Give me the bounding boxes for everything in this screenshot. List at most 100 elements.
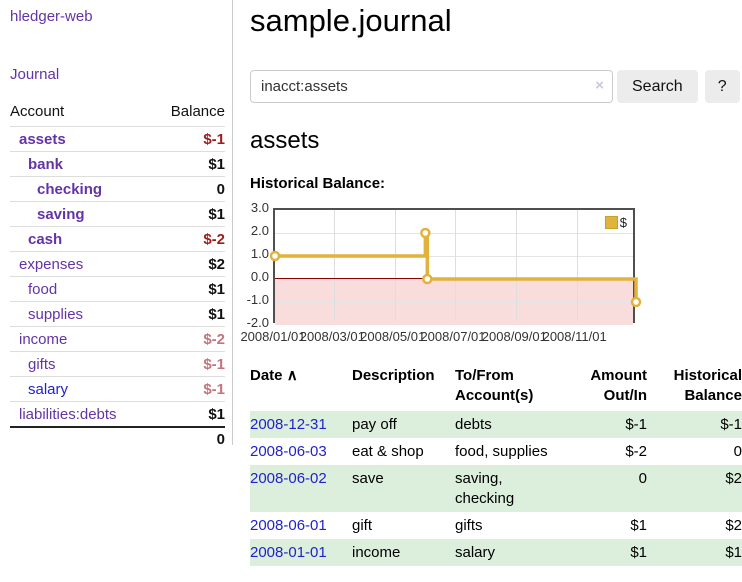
account-balance: $-2	[203, 230, 225, 248]
x-tick-label: 2008/07/01	[420, 329, 486, 344]
help-button[interactable]: ?	[704, 70, 740, 103]
column-header-description: Description	[352, 367, 435, 384]
transaction-row: 2008-06-01 gift gifts $1 $2	[250, 512, 742, 539]
account-balance: $-1	[203, 355, 225, 373]
sidebar-item-journal[interactable]: Journal	[10, 66, 60, 83]
account-row-supplies: supplies $1	[10, 301, 225, 326]
account-link-checking[interactable]: checking	[37, 180, 103, 198]
sidebar: hledger-web Journal Account Balance asse…	[0, 0, 233, 448]
transaction-description: save	[352, 470, 384, 487]
account-row-salary: salary $-1	[10, 376, 225, 401]
account-balance: $1	[208, 405, 225, 423]
transaction-amount: $-1	[625, 416, 647, 433]
transaction-amount: $-2	[625, 443, 647, 460]
search-button[interactable]: Search	[617, 70, 698, 103]
transaction-accounts: food, supplies	[455, 443, 548, 460]
account-link-saving[interactable]: saving	[37, 205, 85, 223]
y-tick-label: 3.0	[250, 200, 269, 215]
search-input[interactable]	[250, 70, 613, 103]
x-tick-label: 2008/11/01	[542, 329, 607, 344]
transaction-accounts: debts	[455, 416, 492, 433]
sort-asc-icon: ∧	[286, 367, 298, 384]
transaction-amount: $1	[630, 544, 647, 561]
account-balance: $-2	[203, 330, 225, 348]
transaction-description: income	[352, 544, 401, 561]
historical-balance-chart: $ 3.0 2.0 1.0 0.0 -1.0 -2.0 2008/01/01 2008/03/…	[240, 200, 742, 352]
account-row-income: income $-2	[10, 326, 225, 351]
transaction-description: pay off	[352, 416, 397, 433]
account-row-food: food $1	[10, 276, 225, 301]
clear-search-icon[interactable]: ×	[595, 77, 604, 94]
transaction-amount: 0	[638, 470, 647, 487]
data-point-marker	[420, 227, 431, 239]
search-input-wrapper: ×	[250, 70, 613, 103]
transaction-accounts: saving, checking	[455, 470, 515, 507]
data-point-marker	[630, 296, 642, 308]
account-balance: $2	[208, 255, 225, 273]
brand-link[interactable]: hledger-web	[10, 8, 93, 25]
transaction-description: gift	[352, 517, 373, 534]
v-gridline	[576, 210, 578, 321]
transactions-table: Date ∧ Description To/From Account(s) Am…	[250, 363, 742, 566]
account-balance: $1	[208, 305, 225, 323]
accounts-header: Account Balance	[10, 100, 225, 126]
account-row-saving: saving $1	[10, 201, 225, 226]
account-row-bank: bank $1	[10, 151, 225, 176]
account-row-assets: assets $-1	[10, 126, 225, 151]
data-point-marker	[422, 273, 433, 285]
main-content: sample.journal × Search ? assets Histori…	[240, 0, 742, 566]
y-tick-label: 2.0	[250, 223, 269, 238]
accounts-total-value: 0	[216, 431, 225, 448]
account-link-liabilities-debts[interactable]: liabilities:debts	[19, 405, 117, 423]
v-gridline	[394, 210, 396, 321]
transaction-date-link[interactable]: 2008-06-02	[250, 470, 327, 487]
account-row-gifts: gifts $-1	[10, 351, 225, 376]
transaction-amount: $1	[630, 517, 647, 534]
x-tick-label: 2008/03/01	[299, 329, 365, 344]
account-balance: 0	[216, 180, 225, 198]
transaction-balance: $1	[725, 544, 742, 561]
account-heading: assets	[250, 127, 320, 154]
historical-balance-label: Historical Balance:	[250, 175, 386, 192]
data-point-marker	[269, 250, 281, 262]
column-header-amount: Amount Out/In	[590, 367, 647, 404]
legend-swatch-icon	[604, 216, 618, 229]
accounts-panel: Account Balance assets $-1 bank $1 check…	[10, 100, 225, 451]
account-balance: $1	[208, 205, 225, 223]
transaction-date-link[interactable]: 2008-06-03	[250, 443, 327, 460]
accounts-total-row: 0	[10, 426, 225, 451]
account-link-assets[interactable]: assets	[19, 130, 66, 148]
x-tick-label: 2008/09/01	[481, 329, 547, 344]
account-row-liabilities-debts: liabilities:debts $1	[10, 401, 225, 426]
account-balance: $1	[208, 155, 225, 173]
page-title: sample.journal	[250, 3, 452, 38]
account-link-bank[interactable]: bank	[28, 155, 64, 173]
account-link-supplies[interactable]: supplies	[28, 305, 84, 323]
series-line	[269, 227, 642, 308]
transaction-row: 2008-06-02 save saving, checking 0 $2	[250, 465, 742, 512]
legend-label: $	[619, 215, 627, 230]
account-balance: $1	[208, 280, 225, 298]
y-tick-label: -2.0	[246, 315, 269, 330]
y-tick-label: 0.0	[250, 269, 269, 284]
account-link-income[interactable]: income	[19, 330, 68, 348]
transaction-balance: $2	[725, 517, 742, 534]
transaction-row: 2008-01-01 income salary $1 $1	[250, 539, 742, 566]
column-header-date[interactable]: Date ∧	[250, 367, 298, 384]
account-link-expenses[interactable]: expenses	[19, 255, 84, 273]
x-tick-label: 2008/01/01	[240, 329, 306, 344]
v-gridline	[516, 210, 518, 321]
transaction-accounts: gifts	[455, 517, 483, 534]
account-link-food[interactable]: food	[28, 280, 58, 298]
accounts-header-balance: Balance	[170, 103, 225, 120]
account-link-gifts[interactable]: gifts	[28, 355, 56, 373]
account-balance: $-1	[203, 380, 225, 398]
account-link-salary[interactable]: salary	[28, 380, 69, 398]
h-gridline	[275, 302, 633, 303]
transaction-date-link[interactable]: 2008-01-01	[250, 544, 327, 561]
account-row-cash: cash $-2	[10, 226, 225, 251]
account-link-cash[interactable]: cash	[28, 230, 63, 248]
account-row-checking: checking 0	[10, 176, 225, 201]
transaction-date-link[interactable]: 2008-12-31	[250, 416, 327, 433]
transaction-date-link[interactable]: 2008-06-01	[250, 517, 327, 534]
